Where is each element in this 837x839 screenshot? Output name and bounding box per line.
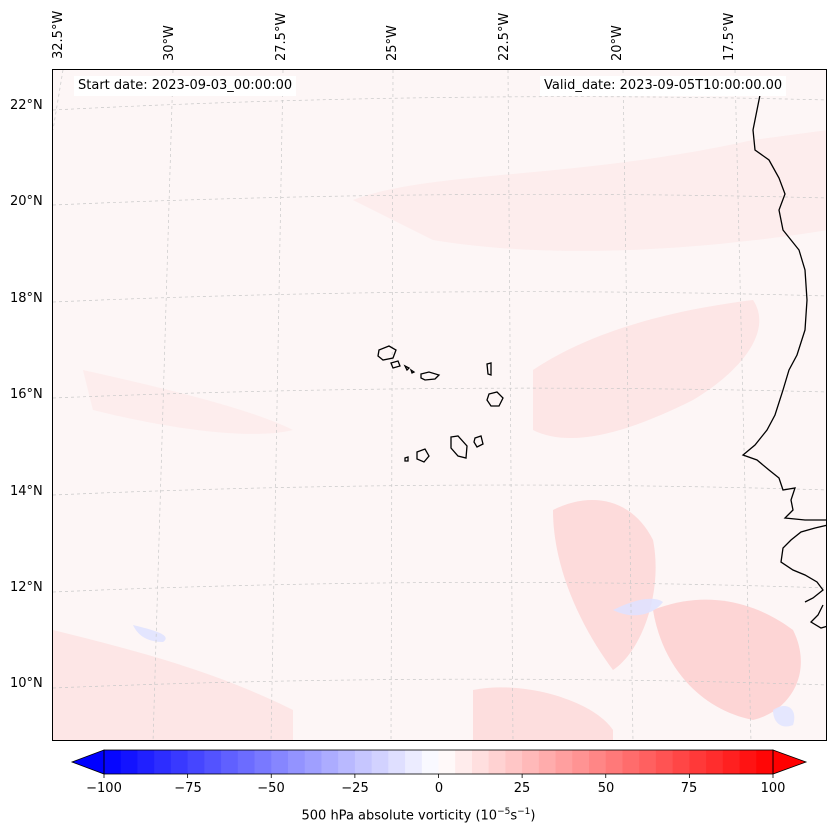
lon-label: 27.5°W <box>274 12 289 61</box>
colorbar-cell <box>371 750 389 774</box>
colorbar-ticks <box>103 774 774 778</box>
colorbar-cell <box>555 750 573 774</box>
colorbar-cell <box>672 750 690 774</box>
lon-label: 32.5°W <box>51 10 66 59</box>
colorbar-cell <box>589 750 607 774</box>
colorbar-cell <box>254 750 272 774</box>
colorbar-cell <box>187 750 205 774</box>
colorbar <box>70 749 808 778</box>
start-date-label: Start date: 2023-09-03_00:00:00 <box>74 76 297 96</box>
colorbar-cells <box>104 750 774 774</box>
colorbar-tick-label: 50 <box>597 781 615 796</box>
lat-label: 18°N <box>10 291 43 306</box>
colorbar-tick-label: 100 <box>760 781 786 796</box>
colorbar-cell <box>756 750 774 774</box>
lon-label: 17.5°W <box>722 12 737 61</box>
colorbar-cell <box>639 750 657 774</box>
colorbar-cell <box>471 750 490 774</box>
colorbar-cell <box>722 750 741 774</box>
colorbar-cell <box>304 750 322 774</box>
colorbar-tick-label: −100 <box>86 781 122 796</box>
colorbar-cell <box>572 750 590 774</box>
colorbar-cell <box>706 750 724 774</box>
map-panel[interactable] <box>52 69 827 741</box>
lon-label: 20°W <box>610 25 625 61</box>
lat-label: 14°N <box>10 484 43 499</box>
colorbar-title-unit: s <box>510 808 518 824</box>
colorbar-cell <box>538 750 557 774</box>
colorbar-cell <box>622 750 640 774</box>
colorbar-tick-label: −75 <box>174 781 202 796</box>
colorbar-cell <box>120 750 138 774</box>
colorbar-cell <box>405 750 423 774</box>
lon-label: 22.5°W <box>497 12 512 61</box>
colorbar-cell <box>104 750 122 774</box>
colorbar-right-arrow <box>772 749 808 775</box>
colorbar-cell <box>204 750 222 774</box>
lat-label: 16°N <box>10 387 43 402</box>
colorbar-left-arrow <box>70 749 105 775</box>
lon-label: 30°W <box>162 25 177 61</box>
lat-label: 22°N <box>10 98 43 113</box>
colorbar-cell <box>689 750 707 774</box>
colorbar-cell <box>154 750 172 774</box>
colorbar-cell <box>287 750 306 774</box>
colorbar-cell <box>455 750 473 774</box>
colorbar-cell <box>338 750 356 774</box>
africa-coastline <box>741 89 826 629</box>
colorbar-cell <box>488 750 506 774</box>
colorbar-cell <box>421 750 439 774</box>
colorbar-title: 500 hPa absolute vorticity (10−5s−1) <box>0 807 837 823</box>
colorbar-tick-label: −25 <box>341 781 369 796</box>
lat-label: 10°N <box>10 676 43 691</box>
colorbar-cell <box>605 750 623 774</box>
valid-date-label: Valid_date: 2023-09-05T10:00:00.00 <box>540 76 787 96</box>
colorbar-title-exp1: −5 <box>497 807 511 817</box>
cape-verde-islands <box>377 345 504 463</box>
colorbar-cell <box>354 750 373 774</box>
colorbar-cell <box>505 750 523 774</box>
vorticity-field <box>53 130 826 740</box>
colorbar-cell <box>321 750 339 774</box>
colorbar-tick-label: 75 <box>680 781 698 796</box>
colorbar-title-exp2: −1 <box>517 807 531 817</box>
colorbar-tick-label: 0 <box>434 781 444 796</box>
colorbar-cell <box>655 750 674 774</box>
colorbar-cell <box>522 750 540 774</box>
lat-label: 20°N <box>10 194 43 209</box>
colorbar-cell <box>438 750 456 774</box>
colorbar-cell <box>271 750 289 774</box>
graticule <box>53 70 826 740</box>
colorbar-tick-label: −50 <box>257 781 285 796</box>
colorbar-tick-label: 25 <box>513 781 531 796</box>
colorbar-title-suffix: ) <box>530 808 536 824</box>
colorbar-cell <box>170 750 189 774</box>
lat-label: 12°N <box>10 580 43 595</box>
colorbar-title-prefix: 500 hPa absolute vorticity (10 <box>301 808 498 824</box>
colorbar-cell <box>237 750 256 774</box>
colorbar-cell <box>388 750 406 774</box>
colorbar-cell <box>137 750 155 774</box>
lon-label: 25°W <box>385 25 400 61</box>
map-canvas <box>53 70 826 740</box>
colorbar-cell <box>221 750 239 774</box>
colorbar-cell <box>739 750 757 774</box>
